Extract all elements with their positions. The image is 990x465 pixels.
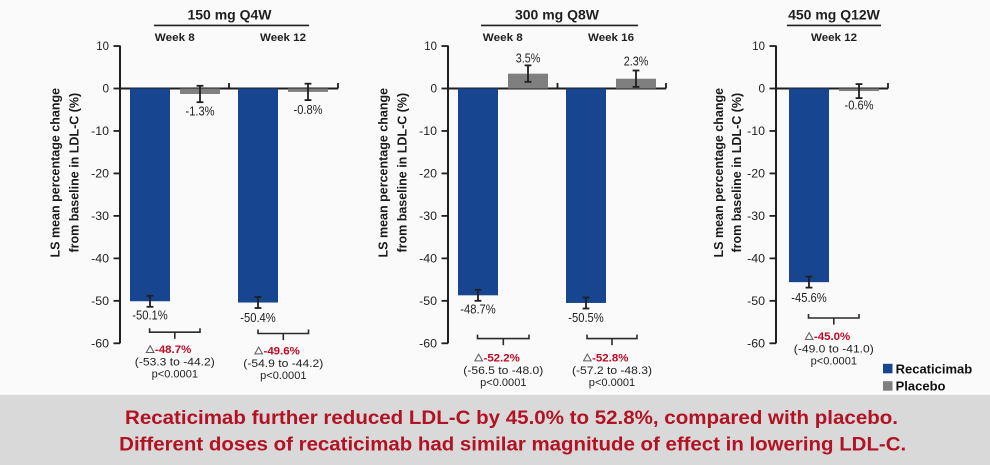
svg-text:-50.1%: -50.1%	[132, 307, 168, 322]
svg-text:Different doses of recaticimab: Different doses of recaticimab had simil…	[119, 434, 906, 456]
svg-text:p<0.0001: p<0.0001	[811, 356, 857, 368]
svg-text:-0.8%: -0.8%	[294, 102, 323, 117]
svg-text:-10: -10	[419, 124, 437, 138]
svg-text:300 mg Q8W: 300 mg Q8W	[515, 7, 600, 23]
svg-text:10: 10	[424, 39, 437, 53]
svg-text:-50: -50	[419, 294, 437, 308]
svg-text:10: 10	[96, 39, 109, 53]
svg-text:-45.6%: -45.6%	[791, 290, 827, 305]
svg-text:150 mg Q4W: 150 mg Q4W	[187, 7, 272, 23]
svg-text:450 mg Q12W: 450 mg Q12W	[788, 7, 881, 23]
svg-text:p<0.0001: p<0.0001	[152, 369, 198, 381]
svg-text:-20: -20	[91, 167, 109, 181]
svg-text:Week 8: Week 8	[483, 32, 523, 44]
svg-text:-50.4%: -50.4%	[240, 310, 276, 325]
svg-text:10: 10	[752, 39, 765, 53]
svg-text:-48.7%: -48.7%	[460, 302, 496, 317]
svg-text:-60: -60	[91, 336, 109, 350]
svg-text:Week 12: Week 12	[811, 32, 857, 44]
svg-text:LS mean percentage change: LS mean percentage change	[377, 88, 391, 258]
svg-text:LS mean percentage change: LS mean percentage change	[712, 88, 726, 258]
svg-text:from baseline in LDL-C (%): from baseline in LDL-C (%)	[396, 93, 410, 253]
svg-text:LS mean percentage change: LS mean percentage change	[49, 88, 63, 258]
svg-text:(-49.0 to -41.0): (-49.0 to -41.0)	[794, 343, 874, 355]
svg-text:Recaticimab: Recaticimab	[896, 361, 973, 376]
svg-text:Recaticimab further reduced LD: Recaticimab further reduced LDL-C by 45.…	[125, 407, 898, 429]
svg-text:-30: -30	[747, 209, 765, 223]
svg-text:p<0.0001: p<0.0001	[260, 370, 306, 382]
svg-text:-0.6%: -0.6%	[845, 98, 874, 113]
svg-text:p<0.0001: p<0.0001	[589, 377, 635, 389]
svg-text:0: 0	[102, 82, 109, 96]
svg-text:3.5%: 3.5%	[516, 51, 541, 66]
svg-text:-40: -40	[91, 252, 109, 266]
svg-text:-30: -30	[419, 209, 437, 223]
svg-text:Week 12: Week 12	[260, 32, 306, 44]
svg-text:-49.6%: -49.6%	[264, 346, 300, 358]
svg-text:p<0.0001: p<0.0001	[480, 377, 526, 389]
svg-text:-48.7%: -48.7%	[155, 344, 191, 356]
svg-text:-50.5%: -50.5%	[568, 310, 604, 325]
svg-text:-50: -50	[747, 294, 765, 308]
svg-text:-60: -60	[419, 336, 437, 350]
svg-text:Week 8: Week 8	[155, 32, 195, 44]
svg-text:-40: -40	[747, 252, 765, 266]
svg-text:(-54.9 to -44.2): (-54.9 to -44.2)	[243, 358, 323, 370]
svg-text:-30: -30	[91, 209, 109, 223]
svg-text:2.3%: 2.3%	[624, 54, 649, 69]
svg-text:-20: -20	[419, 167, 437, 181]
svg-text:-10: -10	[91, 124, 109, 138]
svg-text:-50: -50	[91, 294, 109, 308]
svg-text:Placebo: Placebo	[896, 379, 946, 394]
svg-text:0: 0	[758, 82, 765, 96]
svg-text:Week 16: Week 16	[588, 32, 634, 44]
svg-text:-52.8%: -52.8%	[592, 353, 628, 365]
svg-text:-60: -60	[747, 336, 765, 350]
svg-text:-20: -20	[747, 167, 765, 181]
svg-text:0: 0	[430, 82, 437, 96]
svg-text:-45.0%: -45.0%	[814, 331, 850, 343]
svg-text:-52.2%: -52.2%	[484, 353, 520, 365]
svg-text:-10: -10	[747, 124, 765, 138]
svg-text:-40: -40	[419, 252, 437, 266]
svg-text:-1.3%: -1.3%	[186, 103, 215, 118]
svg-text:(-57.2 to -48.3): (-57.2 to -48.3)	[572, 365, 652, 377]
svg-text:from baseline in LDL-C (%): from baseline in LDL-C (%)	[730, 93, 744, 253]
svg-text:from baseline in LDL-C (%): from baseline in LDL-C (%)	[68, 93, 82, 253]
svg-text:(-56.5 to -48.0): (-56.5 to -48.0)	[463, 365, 543, 377]
svg-text:(-53.3 to -44.2): (-53.3 to -44.2)	[135, 356, 215, 368]
